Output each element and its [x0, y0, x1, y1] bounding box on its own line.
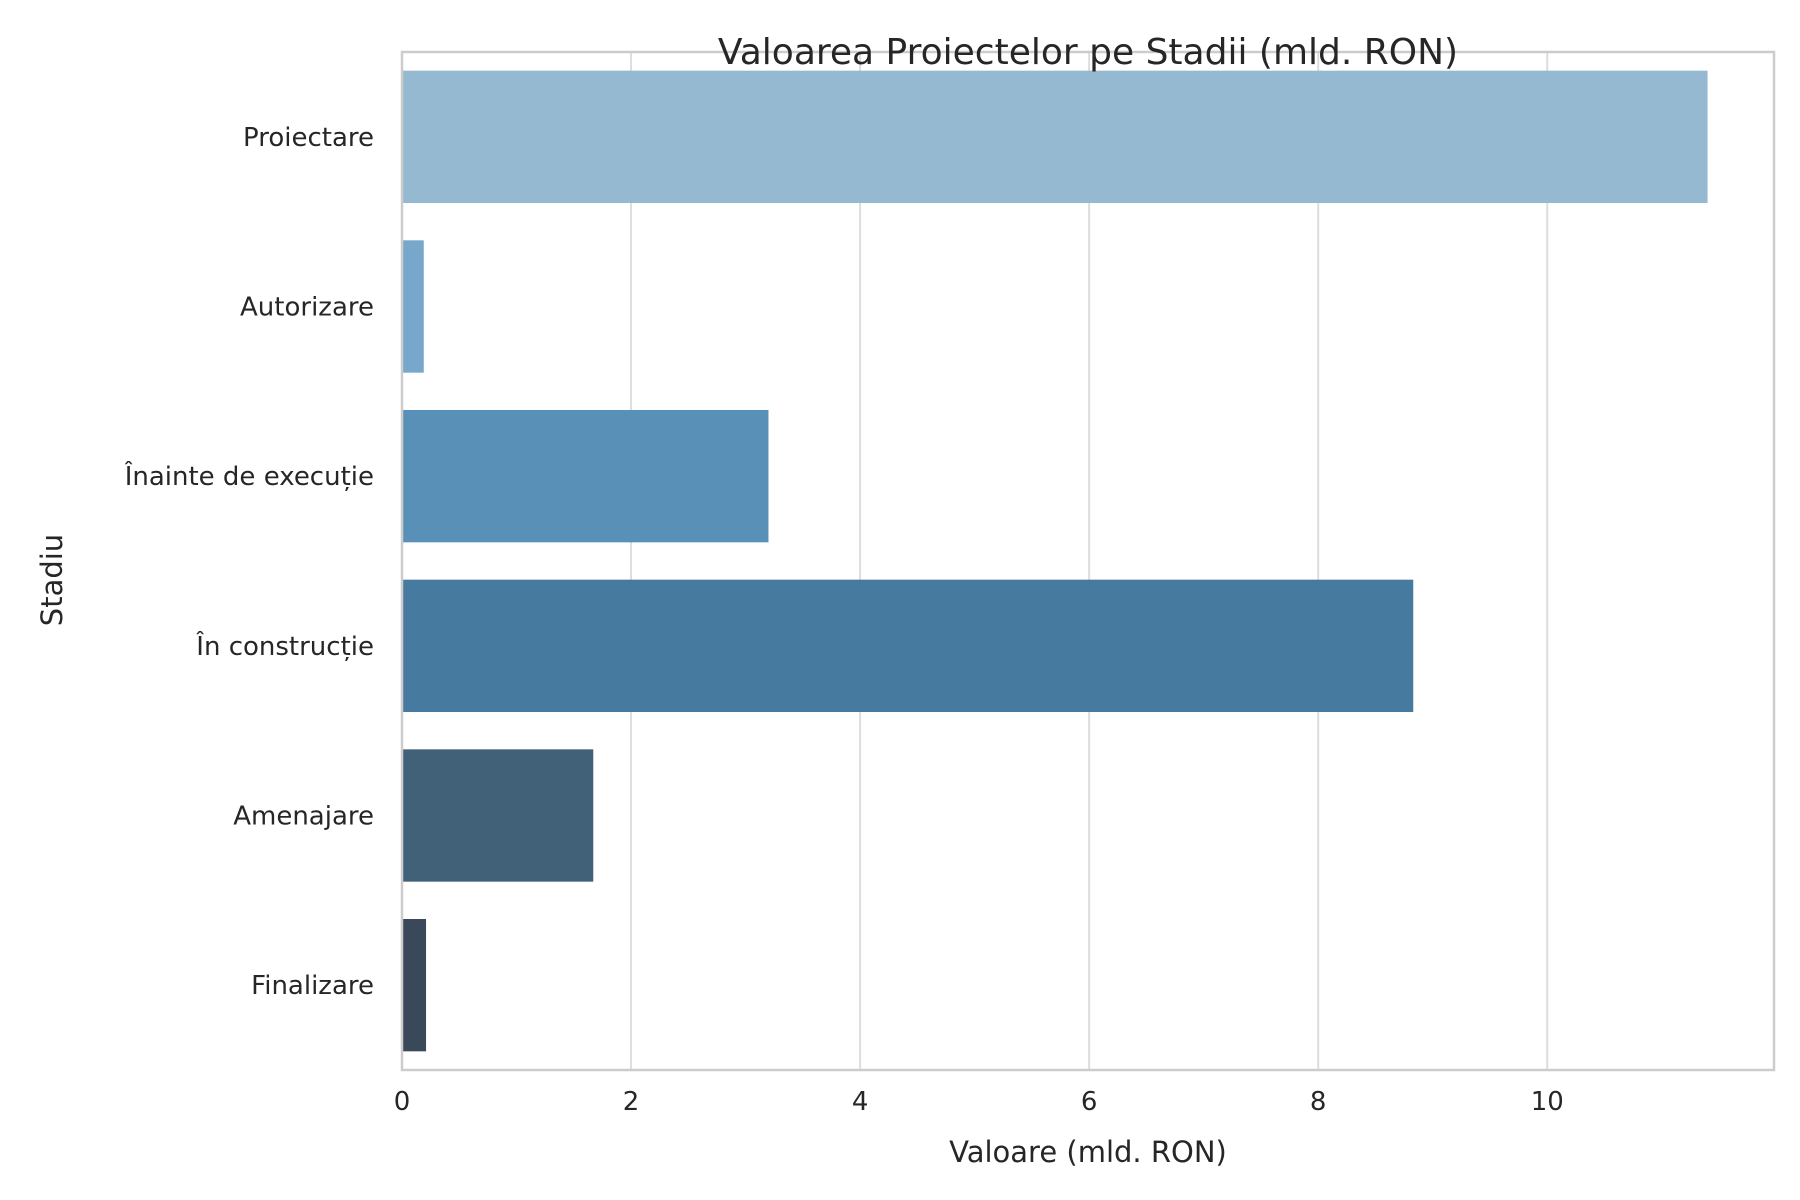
bar-1 — [402, 70, 1708, 204]
y-tick-label: Înainte de execuție — [124, 460, 374, 492]
y-axis-ticks: Proiectare Autorizare Înainte de execuție Î… — [124, 123, 374, 1001]
grid-lines — [401, 52, 1549, 1070]
y-tick-label: Autorizare — [240, 293, 374, 323]
bar-4 — [402, 579, 1414, 713]
bars — [402, 70, 1708, 1052]
x-axis-ticks: 0 2 4 6 8 10 — [394, 1087, 1564, 1117]
y-tick-label: Finalizare — [251, 971, 374, 1001]
x-tick-label: 0 — [394, 1087, 411, 1117]
x-tick-label: 2 — [623, 1087, 640, 1117]
y-tick-label: Amenajare — [233, 802, 374, 832]
bar-3 — [402, 409, 769, 543]
x-tick-label: 10 — [1531, 1087, 1564, 1117]
bar-2 — [402, 240, 424, 373]
y-tick-label: În construcție — [195, 630, 374, 662]
plot-frame — [400, 50, 1776, 1072]
x-tick-label: 8 — [1310, 1087, 1327, 1117]
bar-5 — [402, 749, 594, 882]
y-axis-label: Stadiu — [35, 534, 69, 626]
y-tick-label: Proiectare — [243, 123, 374, 153]
x-axis-label: Valoare (mld. RON) — [949, 1135, 1227, 1169]
x-tick-label: 6 — [1081, 1087, 1098, 1117]
bar-6 — [402, 918, 427, 1052]
chart-title: Valoarea Proiectelor pe Stadii (mld. RON… — [718, 32, 1458, 73]
x-tick-label: 4 — [852, 1087, 869, 1117]
